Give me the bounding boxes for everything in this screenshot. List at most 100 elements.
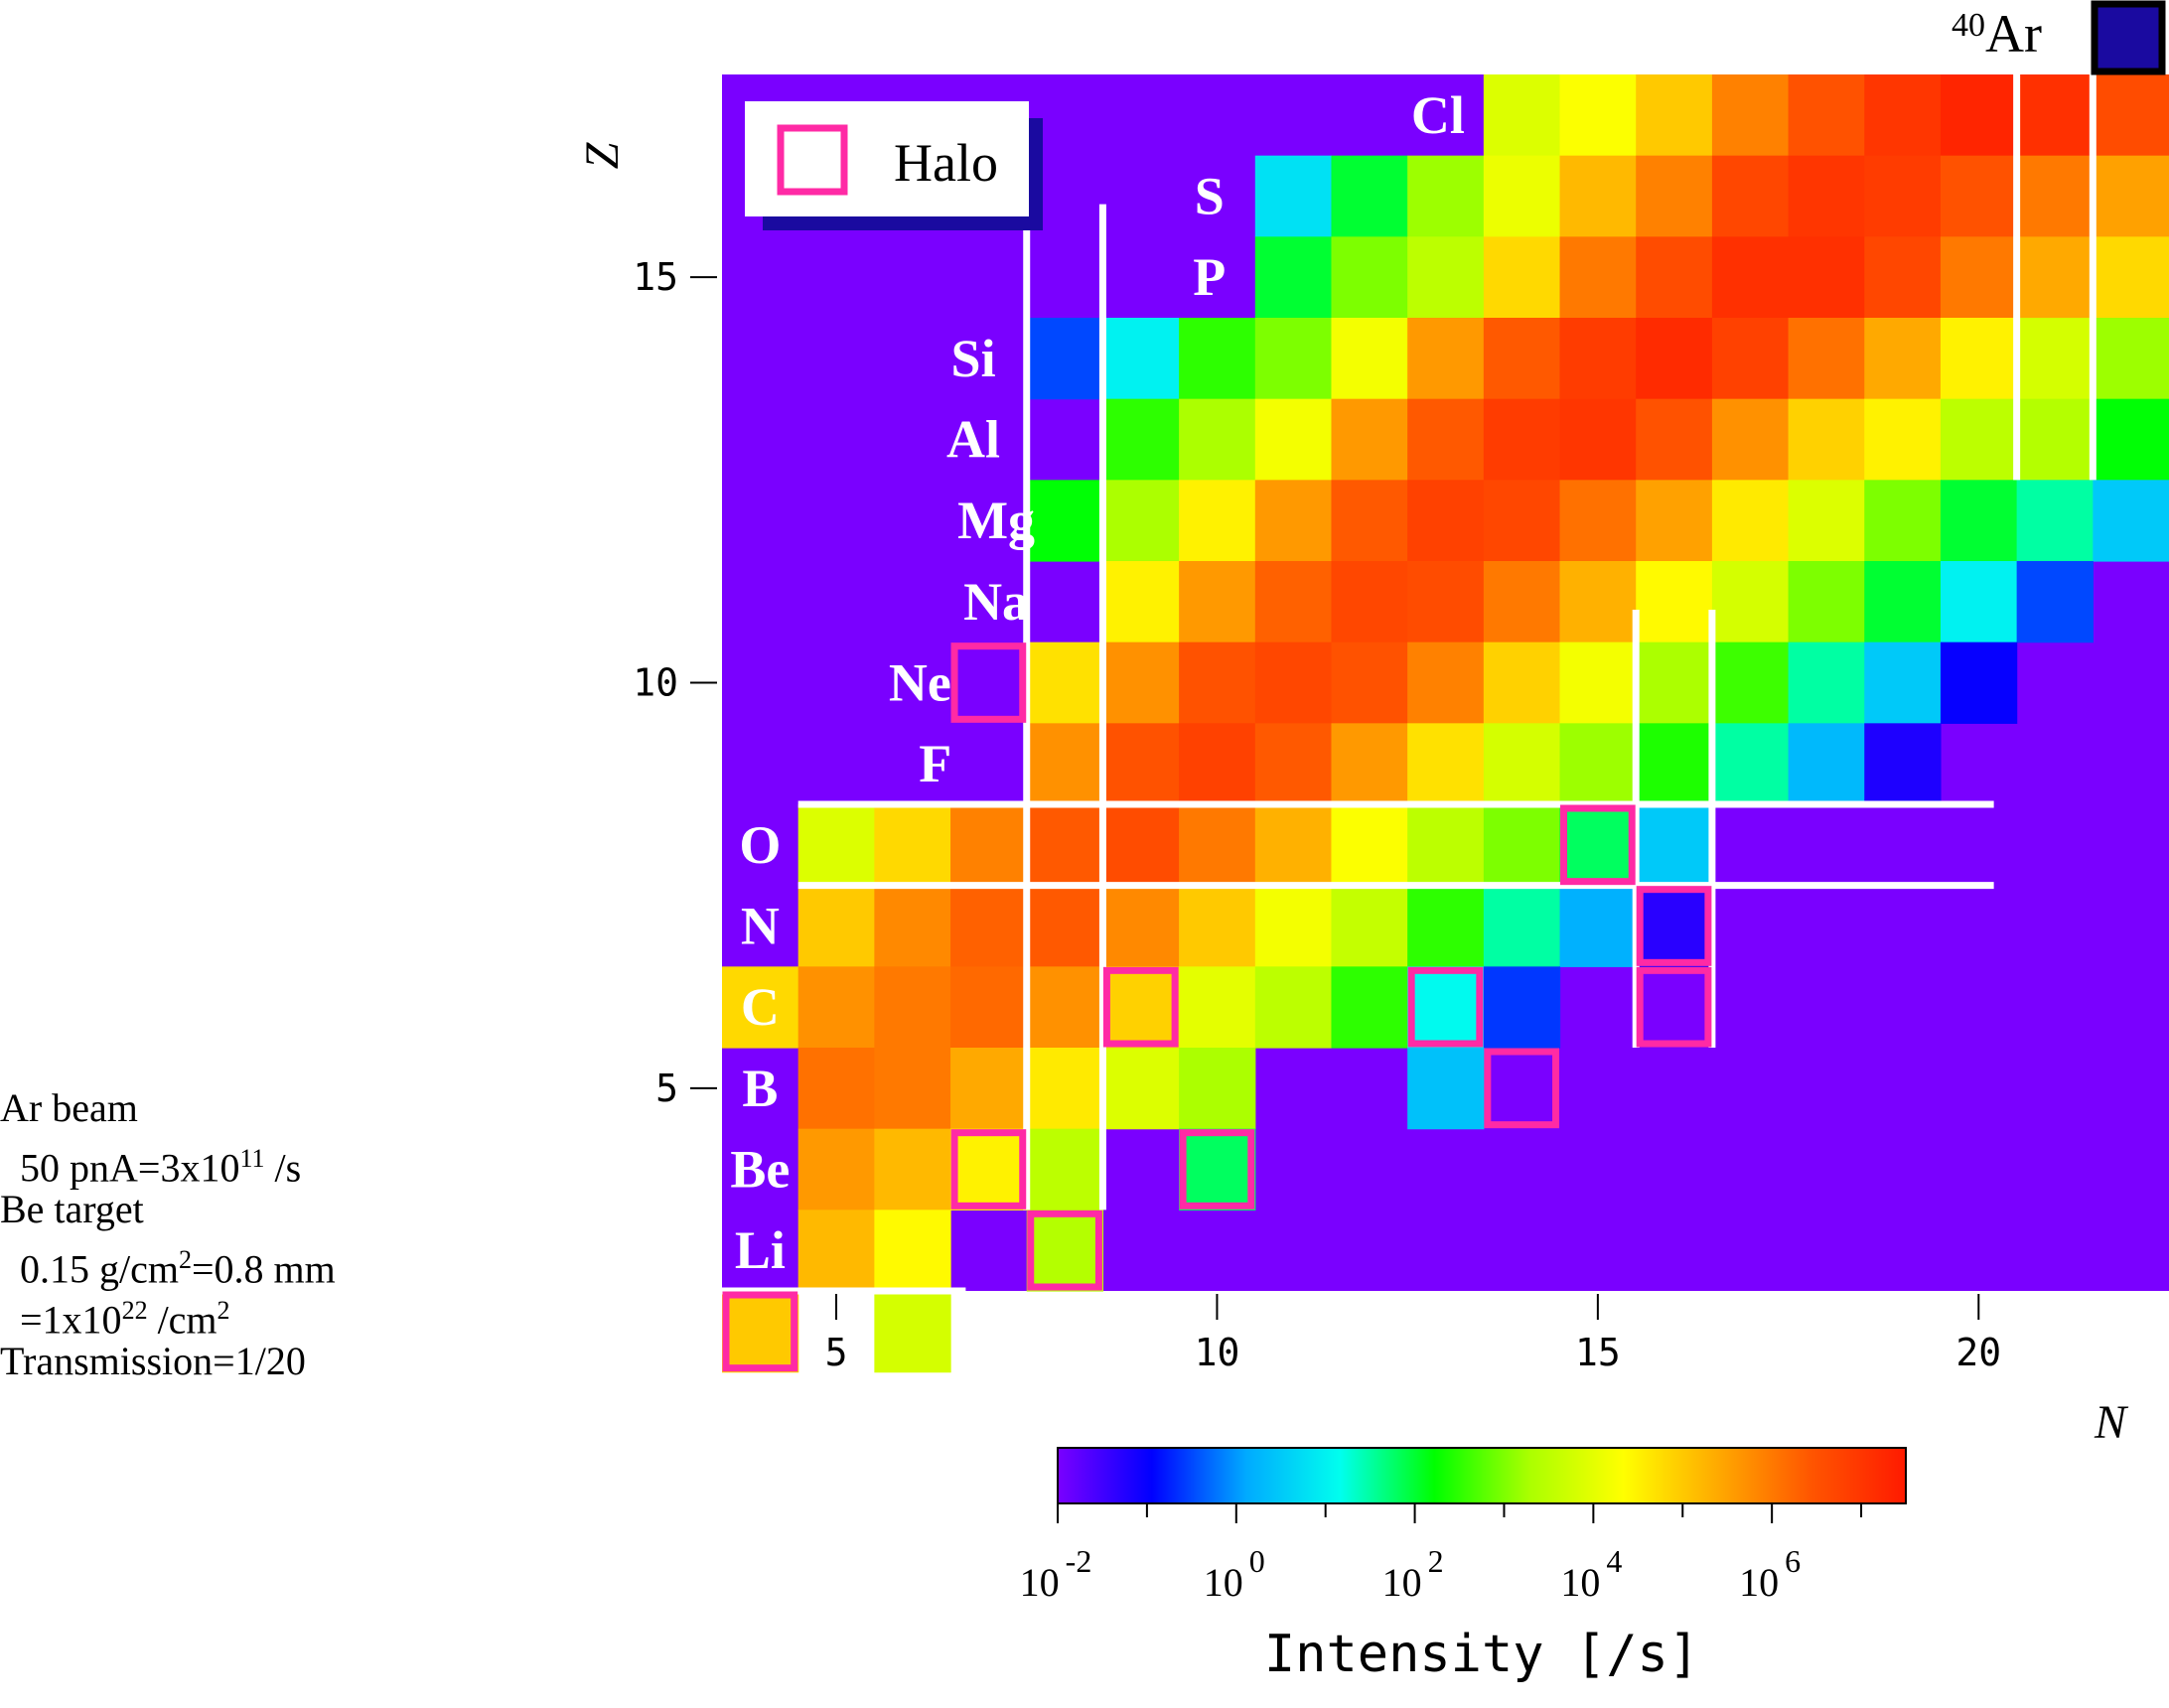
colorbar-tick-label: 10 0 [1204,1543,1265,1605]
heatmap-cell [2016,155,2094,237]
heatmap-cell [1636,480,1713,562]
heatmap-cell [1254,723,1333,805]
y-tick-label: 5 [655,1067,678,1110]
halo-marker [1560,804,1636,886]
primary-beam-cell [2091,0,2166,75]
heatmap-cell [2016,318,2094,400]
heatmap-cell [1636,723,1713,805]
heatmap-cell [1254,561,1333,643]
heatmap-cell [1940,236,2018,319]
heatmap-cell [1102,398,1180,481]
heatmap-cell [1179,480,1256,562]
heatmap-cell [2093,236,2169,319]
heatmap-cell [1331,155,1408,237]
heatmap-cell [1331,236,1408,319]
heatmap-cell [1407,318,1485,400]
heatmap-cell [1559,155,1637,237]
halo-marker [1484,1048,1560,1129]
heatmap-cell [2016,236,2094,319]
heatmap-cell [797,1128,875,1210]
element-label: Mg [957,491,1035,550]
heatmap-cell [1483,318,1561,400]
heatmap-cell [1711,236,1790,319]
heatmap-cell [1788,480,1865,562]
heatmap-cell [1026,1210,1104,1292]
heatmap-cell [1407,804,1485,887]
heatmap-cell [1864,641,1942,724]
heatmap-cell [2016,561,2094,643]
heatmap-cell [2093,74,2169,157]
heatmap-cell [2093,398,2169,481]
x-tick-label: 15 [1575,1331,1621,1374]
primary-beam-mass: 40 [1952,7,1985,44]
heatmap-cell [1179,318,1256,400]
heatmap-cell [1788,318,1865,400]
heatmap-cell [1102,885,1180,967]
colorbar-label: Intensity [/s] [1264,1625,1699,1684]
heatmap-cell [1559,236,1637,319]
heatmap-cell [950,1048,1028,1130]
heatmap-cell [1483,641,1561,724]
heatmap-cell [1636,398,1713,481]
heatmap-cell [1026,723,1104,805]
element-label: Na [963,572,1029,632]
heatmap-cell [1636,641,1713,724]
heatmap-cell [1179,641,1256,724]
element-label: B [742,1059,778,1118]
heatmap-cell [1636,74,1713,157]
heatmap-cell [1179,804,1256,887]
heatmap-cell [1940,74,2018,157]
colorbar-tick-label: 10 -2 [1020,1543,1092,1605]
heatmap-cell [1788,398,1865,481]
heatmap-cell [1102,318,1180,400]
heatmap-cell [1407,561,1485,643]
heatmap-cell [1559,318,1637,400]
beam-conditions-note: Ar beam 50 pnA=3x1011 /s Be target 0.15 g… [0,1082,336,1386]
heatmap-cell [1864,398,1942,481]
heatmap-cell [1179,966,1256,1049]
heatmap-cell [797,885,875,967]
heatmap-cell [1026,966,1104,1049]
heatmap-cell [1407,236,1485,319]
halo-marker [950,1129,1027,1210]
element-label: F [919,734,951,793]
heatmap-cell [1331,561,1408,643]
heatmap-cell [874,804,951,887]
heatmap-cell [1254,318,1333,400]
heatmap-cell [1711,723,1790,805]
heatmap-cell [950,966,1028,1049]
heatmap-cell [1102,561,1180,643]
heatmap-cell [1407,723,1485,805]
heatmap-cell [1483,804,1561,887]
element-label: P [1193,247,1226,307]
element-label: Si [951,329,996,388]
heatmap-cell [1940,155,2018,237]
heatmap-cell [1331,318,1408,400]
element-label: Ne [889,653,951,713]
colorbar-tick-exponent: 4 [1606,1543,1622,1579]
colorbar-tick-label: 10 2 [1382,1543,1444,1605]
legend-halo-label: Halo [894,133,998,193]
heatmap-cell [1864,723,1942,805]
heatmap-cell [874,1291,951,1373]
heatmap-cell [722,966,799,1049]
halo-marker [1179,1129,1255,1210]
heatmap-cell [1254,398,1333,481]
heatmap-cell [1711,398,1790,481]
heatmap-cell [1179,885,1256,967]
heatmap-cell [1864,318,1942,400]
heatmap-cell [1407,155,1485,237]
heatmap-cell [1940,480,2018,562]
heatmap-cell [1331,966,1408,1049]
note-line: Be target [0,1187,144,1231]
colorbar-tick-base: 10 [1204,1560,1243,1605]
heatmap-cell [1711,480,1790,562]
element-label: C [741,977,780,1037]
heatmap-cell [1636,885,1713,967]
heatmap-cell [1940,641,2018,724]
y-tick-label: 15 [633,255,678,299]
heatmap-cell [2016,398,2094,481]
heatmap-cell [1026,804,1104,887]
note-line: Ar beam [0,1085,138,1130]
heatmap-plot-area [722,74,2169,1373]
